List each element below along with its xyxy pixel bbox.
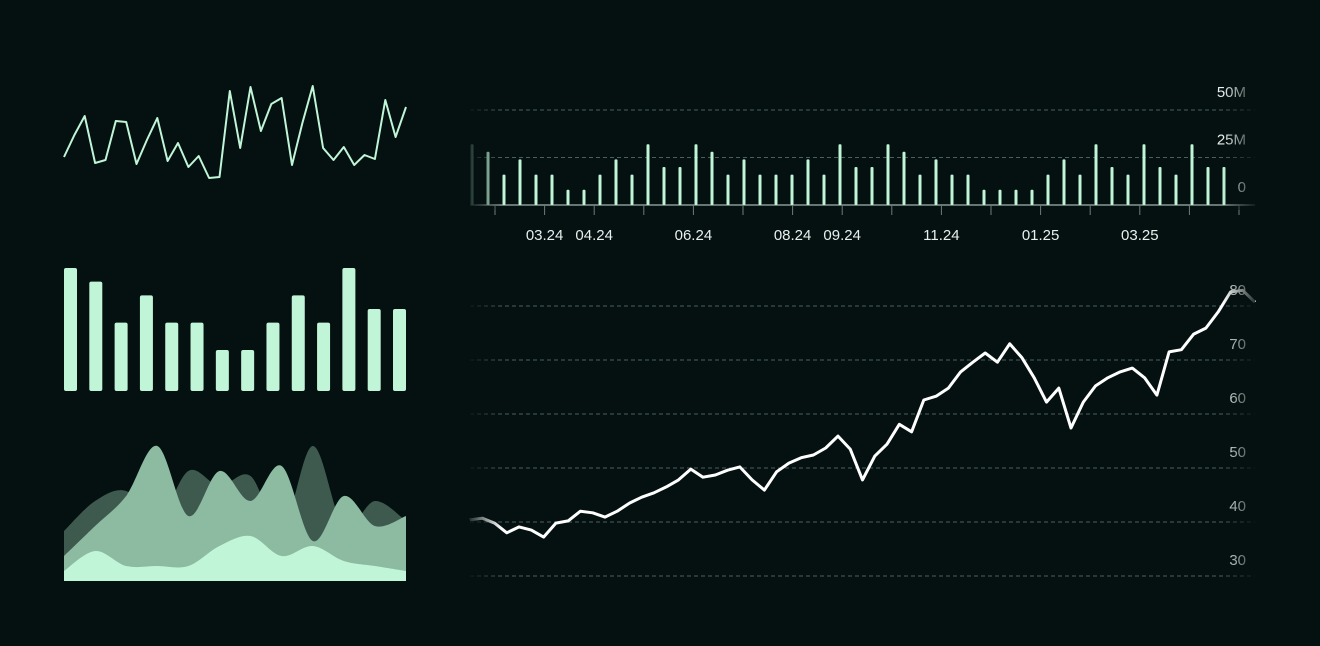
bar — [710, 151, 714, 205]
bar — [870, 167, 874, 205]
bar — [534, 174, 538, 205]
bar — [139, 295, 153, 391]
bar — [934, 159, 938, 205]
bar — [646, 144, 650, 205]
bar — [367, 309, 381, 391]
bar — [822, 174, 826, 205]
bar — [630, 174, 634, 205]
fade — [470, 85, 502, 210]
x-tick-label: 03.24 — [526, 227, 564, 244]
bar — [1094, 144, 1098, 205]
bar — [215, 350, 229, 391]
bar — [317, 322, 331, 391]
x-tick-label: 01.25 — [1022, 227, 1060, 244]
bar — [774, 174, 778, 205]
x-tick-label: 03.25 — [1121, 227, 1159, 244]
fade — [470, 281, 502, 581]
x-tick-label: 06.24 — [675, 227, 713, 244]
bar — [291, 295, 305, 391]
bar — [758, 174, 762, 205]
bar — [790, 174, 794, 205]
bar — [1030, 189, 1034, 205]
bar — [89, 281, 103, 391]
x-tick-label: 08.24 — [774, 227, 812, 244]
bar — [902, 151, 906, 205]
bar — [742, 159, 746, 205]
bar — [694, 144, 698, 205]
bar — [582, 189, 586, 205]
bar — [1158, 167, 1162, 205]
bar — [1206, 167, 1210, 205]
bar — [614, 159, 618, 205]
bar — [806, 159, 810, 205]
bar — [1014, 189, 1018, 205]
bar — [550, 174, 554, 205]
bar — [982, 189, 986, 205]
bar — [566, 189, 570, 205]
bar — [854, 167, 858, 205]
bar — [726, 174, 730, 205]
bar — [165, 322, 179, 391]
bar — [502, 174, 506, 205]
bar — [1174, 174, 1178, 205]
area — [64, 535, 406, 581]
fade — [1223, 281, 1255, 581]
bar — [1126, 174, 1130, 205]
bar — [1190, 144, 1194, 205]
bar — [64, 268, 77, 391]
bar — [998, 189, 1002, 205]
area — [64, 445, 406, 581]
bar — [1062, 159, 1066, 205]
bar — [918, 174, 922, 205]
bar — [1142, 144, 1146, 205]
x-tick-label: 09.24 — [823, 227, 861, 244]
bar — [342, 268, 356, 391]
bar — [190, 322, 204, 391]
bar — [393, 309, 406, 391]
bar — [114, 322, 128, 391]
bar — [662, 167, 666, 205]
x-tick-label: 04.24 — [575, 227, 613, 244]
bar — [598, 174, 602, 205]
bar — [966, 174, 970, 205]
bar — [1110, 167, 1114, 205]
bar — [838, 144, 842, 205]
fade — [1223, 85, 1255, 210]
line — [469, 288, 1257, 539]
bar — [886, 144, 890, 205]
bar — [678, 167, 682, 205]
bar — [241, 350, 255, 391]
x-tick-label: 11.24 — [923, 227, 959, 244]
bar — [950, 174, 954, 205]
bar — [266, 322, 280, 391]
line — [63, 85, 407, 179]
bar — [1078, 174, 1082, 205]
bar — [518, 159, 522, 205]
bar — [1046, 174, 1050, 205]
